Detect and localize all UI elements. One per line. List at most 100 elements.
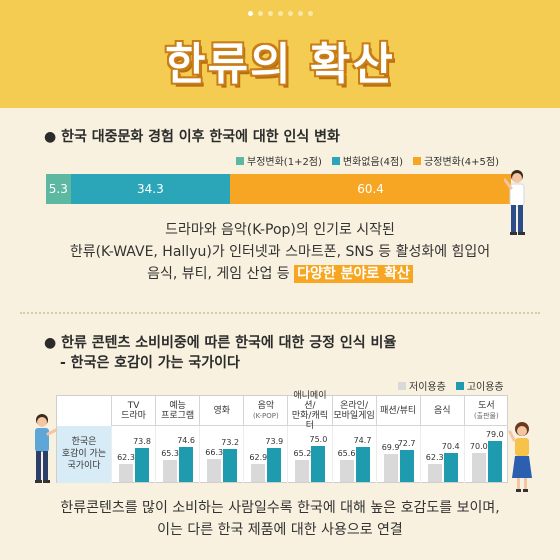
bar-value-label: 65.3: [161, 449, 179, 459]
bar-value-label: 62.3: [117, 453, 135, 463]
column-divider: [375, 426, 377, 483]
column-divider: [155, 426, 157, 483]
bar-high-usage: [399, 449, 414, 482]
bar-low-usage: [163, 460, 178, 482]
section-divider: [20, 312, 540, 314]
section2-legend-item: 고이용층: [455, 378, 504, 393]
desc-line-1: 드라마와 음악(K-Pop)의 인기로 시작된: [165, 222, 395, 238]
section1-legend-item: 변화없음(4점): [331, 153, 404, 168]
page-dot[interactable]: [297, 11, 303, 16]
stacked-bar-segment: 5.3: [46, 174, 71, 204]
bar-value-label: 66.3: [205, 447, 224, 457]
page-dot[interactable]: [257, 11, 263, 16]
bar-value-label: 73.9: [265, 436, 284, 446]
desc-highlight: 다양한 분야로 확산: [294, 265, 413, 283]
category-header: 패션/뷰티: [375, 396, 420, 426]
desc-line-3-text: 음식, 뷰티, 게임 산업 등: [147, 266, 295, 282]
column-divider: [331, 426, 333, 483]
desc-line-3: 음식, 뷰티, 게임 산업 등 다양한 분야로 확산: [20, 263, 540, 285]
stacked-bar-segment: 34.3: [70, 174, 231, 204]
bar-value-label: 73.8: [133, 437, 151, 446]
category-header: 예능 프로그램: [155, 396, 199, 426]
page-dot[interactable]: [247, 11, 253, 16]
category-label: TV: [127, 401, 140, 411]
category-note: (K-POP): [252, 412, 279, 420]
category-header: 도서 (출판물): [463, 396, 508, 426]
section1-legend-item: 부정변화(1+2점): [236, 153, 322, 168]
bar-high-usage: [355, 446, 370, 482]
desc-line-2: 한류(K-WAVE, Hallyu)가 인터넷과 스마트폰, SNS 등 활성화…: [69, 244, 491, 260]
bar-value-label: 62.3: [425, 453, 444, 463]
row-label: 한국은 호감이 가는 국가이다: [57, 426, 111, 483]
bar-value-label: 79.0: [485, 429, 504, 439]
bar-low-usage: [295, 460, 310, 482]
person-illustration-right: [504, 170, 525, 235]
bar-value-label: 65.2: [293, 449, 312, 459]
category-note: (출판물): [473, 412, 499, 420]
bar-value-label: 70.4: [441, 441, 460, 451]
page-title: 한류의 확산: [165, 39, 395, 90]
page-dot[interactable]: [287, 11, 293, 16]
column-divider: [111, 426, 112, 483]
stacked-bar: 5.3 34.3 60.4: [46, 174, 511, 204]
legend-label: 변화없음(4점): [342, 157, 404, 168]
header-band: [0, 0, 560, 108]
section2-title: ● 한류 콘텐츠 소비비중에 따른 한국에 대한 긍정 인식 비율: [44, 335, 397, 351]
bar-value-label: 70.0: [469, 442, 488, 452]
page-dot[interactable]: [267, 11, 273, 16]
bar-value-label: 74.6: [177, 435, 195, 445]
category-label: 음악: [257, 401, 275, 411]
section1-description: 드라마와 음악(K-Pop)의 인기로 시작된 한류(K-WAVE, Hally…: [20, 219, 540, 285]
bar-low-usage: [207, 458, 222, 482]
bar-low-usage: [427, 464, 442, 482]
section2-subtitle: - 한국은 호감이 가는 국가이다: [60, 355, 240, 371]
category-header: 음식: [419, 396, 464, 426]
legend-label: 긍정변화(4+5점): [424, 157, 499, 168]
bar-value-label: 73.2: [221, 437, 240, 447]
category-label: 영화: [213, 406, 231, 416]
row-label-line-3: 국가이다: [67, 461, 101, 471]
section1-legend-item: 긍정변화(4+5점): [413, 153, 499, 168]
row-label-line-1: 한국은: [71, 437, 97, 447]
page-indicator: [0, 11, 560, 16]
category-label: 패션/뷰티: [380, 406, 417, 416]
table-header: [111, 396, 508, 426]
category-header: 영화: [199, 396, 243, 426]
bar-value-label: 65.6: [337, 448, 356, 458]
category-header: 애니메이션/만화/캐릭터: [287, 391, 331, 431]
section2-legend-item: 저이용층: [398, 378, 446, 393]
bar-high-usage: [487, 440, 502, 482]
column-divider: [287, 426, 289, 483]
row-label-line-2: 호감이 가는: [61, 449, 107, 459]
category-header: 온라인/모바일게임: [331, 396, 376, 426]
legend-swatch: [236, 156, 244, 165]
bar-value-label: 74.7: [353, 435, 372, 445]
footer-line-2: 이는 다른 한국 제품에 대한 사용으로 연결: [157, 522, 403, 538]
bar-value-label: 75.0: [309, 435, 328, 445]
legend-label: 고이용층: [466, 382, 504, 393]
bar-low-usage: [471, 453, 486, 482]
legend-swatch: [413, 156, 422, 165]
legend-swatch: [455, 381, 464, 390]
category-label: 프로그램: [161, 411, 195, 421]
legend-swatch: [398, 381, 406, 390]
category-label: 애니메이션/: [293, 391, 327, 411]
bar-high-usage: [311, 446, 326, 482]
column-divider: [243, 426, 245, 483]
bar-low-usage: [251, 463, 266, 482]
category-label: 모바일게임: [333, 411, 375, 421]
column-divider: [419, 426, 421, 483]
footer-text: 한류콘텐츠를 많이 소비하는 사람일수록 한국에 대해 높은 호감도를 보이며,…: [0, 497, 560, 541]
bar-value-label: 62.9: [249, 452, 268, 462]
page-dot[interactable]: [277, 11, 283, 16]
person-illustration-woman: [508, 422, 532, 492]
stacked-bar-segment: 60.4: [230, 174, 511, 204]
category-label: 만화/캐릭터: [291, 411, 329, 431]
bar-high-usage: [223, 448, 238, 482]
legend-swatch: [331, 156, 340, 165]
category-header: 음악 (K-POP): [243, 396, 287, 426]
person-illustration-left: [35, 414, 58, 483]
bar-high-usage: [135, 448, 149, 482]
bar-high-usage: [179, 446, 194, 482]
page-dot[interactable]: [307, 11, 313, 16]
